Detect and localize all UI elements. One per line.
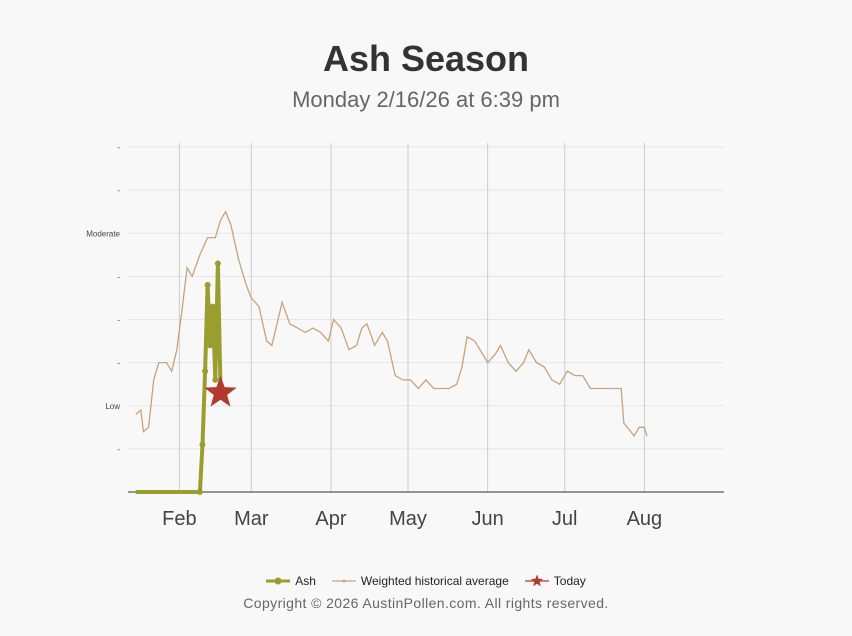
legend: Ash Weighted historical average Today [0,574,852,588]
x-tick-label: Jul [552,508,578,530]
x-tick-label: Feb [162,508,196,530]
copyright-notice: Copyright © 2026 AustinPollen.com. All r… [243,595,609,611]
x-axis-labels: Feb Mar Apr May Jun Jul Aug [162,508,662,530]
y-tick-label: - [117,186,120,195]
y-axis-labels: - Low - - - Moderate - - [86,143,120,454]
y-tick-label: - [117,272,120,281]
x-tick-label: May [389,508,427,530]
legend-label-today: Today [553,574,586,588]
chart-subtitle: Monday 2/16/26 at 6:39 pm [292,87,560,112]
vertical-gridlines [178,143,645,492]
y-tick-label: Low [105,402,120,411]
x-tick-label: Apr [315,508,346,530]
ash-data-point [212,376,219,383]
legend-item-ash[interactable]: Ash [266,574,316,588]
historical-legend-icon [331,579,356,583]
ash-data-point [209,303,216,310]
ash-legend-icon [266,577,291,585]
y-tick-label: - [117,143,120,152]
today-legend-icon [524,574,549,587]
x-tick-label: Aug [627,508,663,530]
today-star-marker [204,375,237,407]
y-tick-label: - [117,445,120,454]
legend-label-ash: Ash [295,574,316,588]
ash-data-point [204,282,211,288]
ash-data-point [196,489,203,495]
horizontal-gridlines [128,146,724,450]
ash-data-point [207,342,214,349]
x-tick-label: Mar [234,508,269,530]
y-tick-label: - [117,359,120,368]
ash-data-point [214,260,221,267]
chart-title: Ash Season [322,38,530,79]
ash-data-point [202,368,209,375]
ash-line [135,261,223,494]
x-tick-label: Jun [472,508,504,530]
legend-item-today[interactable]: Today [524,574,586,588]
ash-data-point [199,441,206,448]
y-tick-label: - [117,316,120,325]
historical-average-line [135,210,648,438]
legend-label-historical: Weighted historical average [360,574,509,588]
y-tick-label: Moderate [86,229,120,238]
legend-item-historical[interactable]: Weighted historical average [331,574,509,588]
